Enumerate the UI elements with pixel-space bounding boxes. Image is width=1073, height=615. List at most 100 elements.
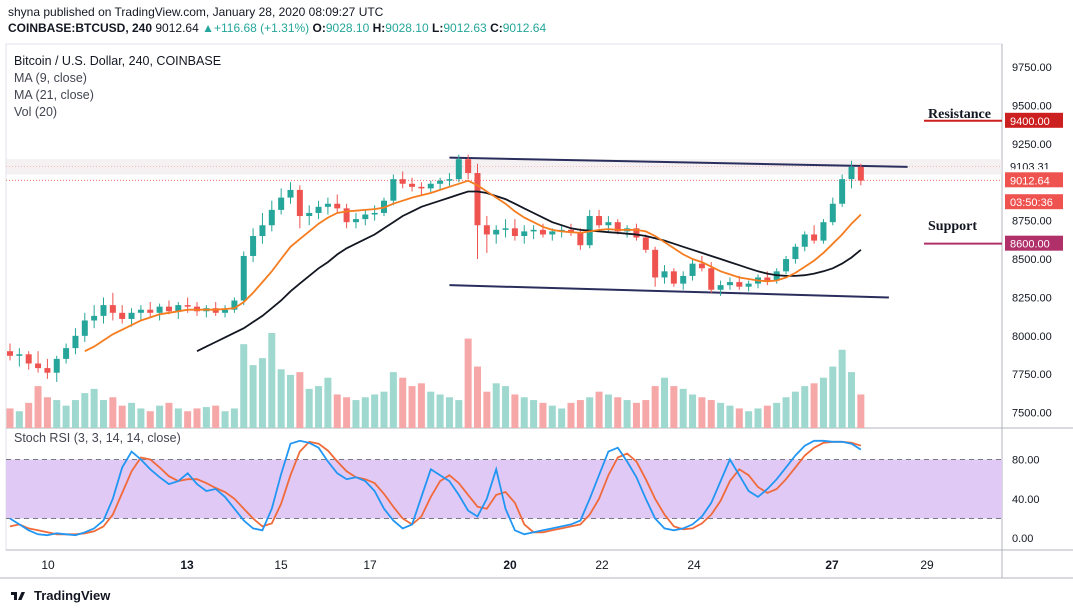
volume-bar bbox=[43, 397, 51, 428]
candle-body bbox=[689, 263, 696, 276]
volume-bar bbox=[530, 400, 538, 428]
candle-body bbox=[306, 212, 313, 217]
candle-body bbox=[726, 282, 733, 286]
upper-trendline bbox=[449, 156, 908, 168]
volume-bar bbox=[679, 388, 687, 428]
candle-body bbox=[315, 206, 322, 213]
price-tick-label: 8250.00 bbox=[1012, 292, 1052, 304]
candle-body bbox=[35, 363, 42, 369]
candle-body bbox=[446, 179, 453, 181]
volume-bar bbox=[258, 358, 266, 428]
volume-bar bbox=[202, 407, 210, 428]
candle-body bbox=[708, 268, 715, 290]
volume-bar bbox=[184, 411, 192, 428]
candle-body bbox=[81, 320, 88, 336]
candle-body bbox=[259, 225, 266, 236]
candle-body bbox=[268, 209, 275, 226]
candle-body bbox=[848, 166, 855, 180]
volume-bar bbox=[296, 372, 304, 428]
volume-bar bbox=[240, 344, 248, 428]
candle-body bbox=[661, 271, 668, 278]
volume-bar bbox=[174, 408, 182, 428]
candle-body bbox=[240, 255, 247, 301]
candle-body bbox=[44, 368, 51, 373]
candle-body bbox=[633, 228, 640, 238]
candle-body bbox=[399, 179, 406, 184]
volume-bar bbox=[408, 386, 416, 428]
candle-body bbox=[119, 312, 126, 319]
candle-body bbox=[7, 351, 13, 356]
rsi-tick-label: 80.00 bbox=[1012, 454, 1040, 466]
volume-bar bbox=[165, 402, 173, 428]
stoch-rsi-legend: Stoch RSI (3, 3, 14, 14, close) bbox=[14, 431, 181, 445]
candle-body bbox=[474, 173, 481, 226]
x-tick-label: 13 bbox=[180, 558, 194, 572]
low-label: L: bbox=[432, 21, 444, 35]
high-value: 9028.10 bbox=[385, 21, 429, 35]
volume-bar bbox=[445, 397, 453, 428]
price-tick-label: 9250.00 bbox=[1012, 139, 1052, 151]
volume-bar bbox=[212, 405, 220, 428]
low-value: 9012.63 bbox=[443, 21, 487, 35]
candle-body bbox=[521, 231, 528, 236]
candle-body bbox=[530, 229, 537, 232]
volume-bar bbox=[15, 411, 23, 428]
candle-body bbox=[165, 306, 172, 312]
price-label-text: 9400.00 bbox=[1010, 116, 1050, 128]
volume-bar bbox=[539, 402, 547, 428]
volume-bar bbox=[137, 408, 145, 428]
candle-body bbox=[455, 159, 462, 180]
volume-bar bbox=[689, 394, 697, 428]
volume-bar bbox=[464, 338, 472, 428]
rsi-tick-label: 40.00 bbox=[1012, 494, 1040, 506]
volume-bar bbox=[315, 386, 323, 428]
open-value: 9028.10 bbox=[325, 21, 370, 35]
lower-trendline bbox=[449, 284, 889, 299]
candle-body bbox=[483, 225, 490, 235]
volume-bar bbox=[53, 400, 61, 428]
volume-bar bbox=[838, 349, 846, 428]
candle-body bbox=[352, 219, 359, 223]
volume-bar bbox=[726, 405, 734, 428]
volume-bar bbox=[558, 408, 566, 428]
candle-body bbox=[577, 232, 584, 246]
volume-bar bbox=[399, 377, 407, 428]
volume-bar bbox=[520, 397, 528, 428]
tradingview-logo[interactable]: TradingView bbox=[10, 588, 110, 603]
chart-title: Bitcoin / U.S. Dollar, 240, COINBASE bbox=[14, 54, 222, 68]
candle-body bbox=[25, 354, 32, 364]
candle-body bbox=[437, 180, 444, 184]
x-tick-label: 15 bbox=[274, 558, 288, 572]
candle-body bbox=[296, 189, 303, 217]
volume-bar bbox=[455, 400, 463, 428]
candle-body bbox=[390, 179, 397, 201]
x-tick-label: 17 bbox=[363, 558, 377, 572]
candle-body bbox=[493, 229, 500, 235]
chart-legend: Bitcoin / U.S. Dollar, 240, COINBASE MA … bbox=[14, 53, 221, 121]
candle-body bbox=[801, 234, 808, 247]
volume-bar bbox=[698, 397, 706, 428]
price-tick-label: 7750.00 bbox=[1012, 369, 1052, 381]
candle-body bbox=[184, 305, 191, 307]
volume-bar bbox=[483, 391, 491, 428]
rsi-tick-label: 0.00 bbox=[1012, 533, 1033, 545]
volume-bar bbox=[623, 400, 631, 428]
volume-bar bbox=[193, 408, 201, 428]
brand-name: TradingView bbox=[34, 588, 111, 603]
volume-bar bbox=[371, 394, 379, 428]
candle-body bbox=[175, 305, 182, 312]
last-price: 9012.64 bbox=[155, 21, 199, 35]
volume-bar bbox=[717, 402, 725, 428]
volume-bar bbox=[819, 377, 827, 428]
candle-body bbox=[91, 315, 98, 321]
candle-body bbox=[680, 275, 687, 284]
volume-bar bbox=[511, 394, 519, 428]
candle-body bbox=[596, 216, 603, 226]
candle-body bbox=[109, 305, 116, 313]
volume-bar bbox=[389, 372, 397, 428]
volume-bar bbox=[436, 394, 444, 428]
candle-body bbox=[250, 236, 257, 256]
candle-body bbox=[100, 305, 107, 316]
candle-body bbox=[698, 263, 705, 269]
